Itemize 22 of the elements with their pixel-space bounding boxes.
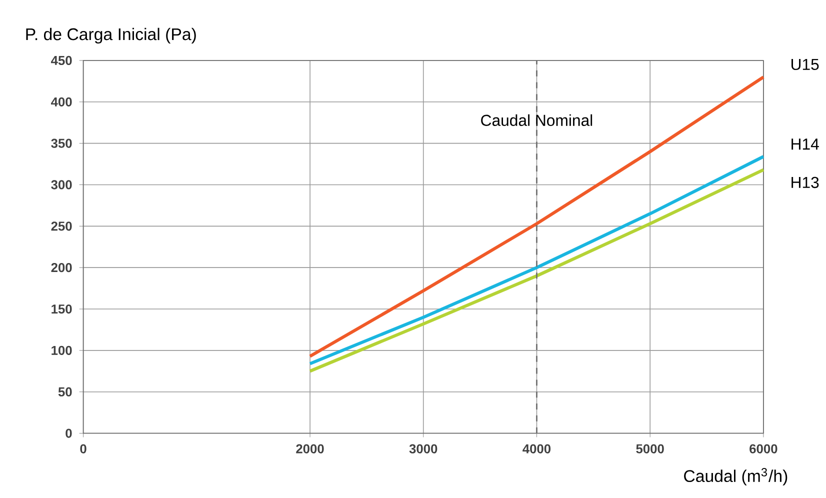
series-label: H13 <box>792 176 819 188</box>
x-tick-label: 2000 <box>296 444 324 454</box>
y-axis-title: P. de Carga Inicial (Pa) <box>26 28 196 44</box>
y-tick-label: 100 <box>52 346 72 356</box>
y-tick-label: 400 <box>51 97 72 107</box>
series-label: H14 <box>792 138 819 150</box>
x-tick-label: 5000 <box>636 444 664 454</box>
x-tick-label: 3000 <box>409 444 438 454</box>
x-tick-label: 0 <box>80 444 86 454</box>
x-tick-label: 6000 <box>750 444 778 454</box>
x-tick-label: 4000 <box>522 444 551 454</box>
y-tick-label: 50 <box>58 387 72 397</box>
y-tick-label: 450 <box>51 56 72 66</box>
y-tick-label: 350 <box>51 138 72 148</box>
series-label: U15 <box>791 59 819 70</box>
y-tick-label: 0 <box>66 428 72 438</box>
line-series <box>308 76 766 358</box>
y-tick-label: 300 <box>51 180 72 190</box>
y-tick-label: 250 <box>51 222 72 231</box>
x-axis-title: Caudal (m$^{3}$/h) <box>684 468 788 486</box>
y-tick-label: 200 <box>51 263 72 272</box>
y-tick-label: 150 <box>52 304 72 314</box>
